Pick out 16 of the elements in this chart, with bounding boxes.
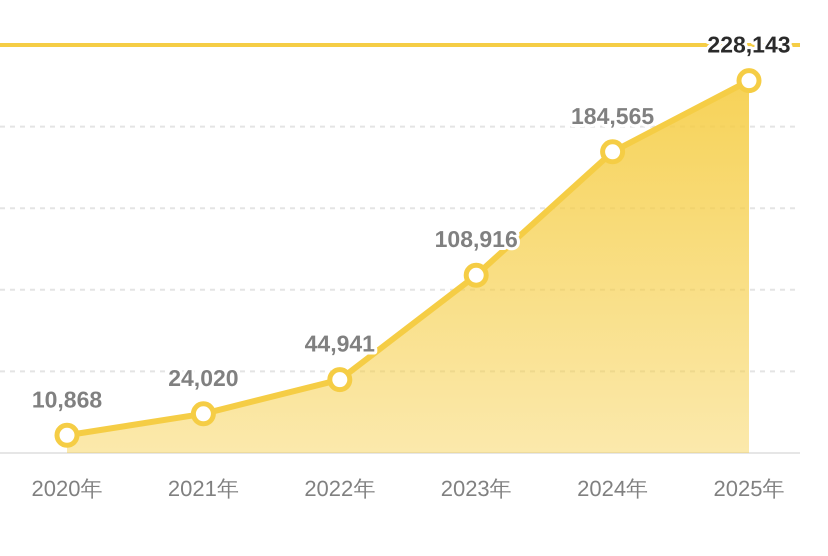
x-tick-label: 2025年 <box>714 476 784 501</box>
data-label: 10,868 <box>32 386 102 412</box>
point <box>600 139 626 164</box>
x-tick-label: 2021年 <box>168 476 239 501</box>
point <box>464 262 489 288</box>
data-label: 44,941 <box>304 330 376 357</box>
x-tick-label: 2024年 <box>577 476 648 501</box>
point <box>190 401 216 426</box>
point <box>327 367 352 392</box>
data-label: 24,020 <box>168 364 239 391</box>
x-tick-label: 2020年 <box>32 476 102 501</box>
x-tick-label: 2023年 <box>440 476 512 501</box>
point <box>54 422 80 448</box>
point <box>736 68 762 94</box>
data-label: 184,565 <box>571 102 654 129</box>
x-tick-label: 2022年 <box>304 476 376 501</box>
